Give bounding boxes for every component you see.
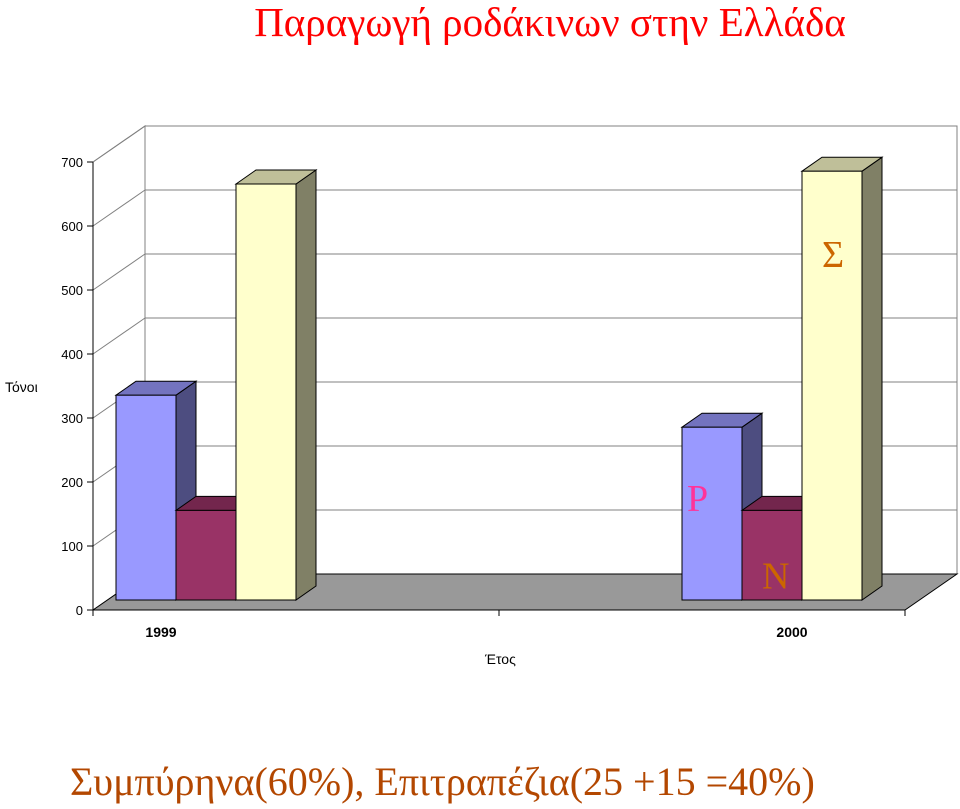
category-labels: 1999 2000: [145, 624, 807, 640]
bar-front: [115, 394, 177, 601]
y-tick-label: 500: [61, 283, 83, 298]
y-tick-label: 100: [61, 539, 83, 554]
y-tick-label: 300: [61, 411, 83, 426]
bottom-caption: Συμπύρηνα(60%), Επιτραπέζια(25 +15 =40%): [70, 759, 815, 804]
bar-side: [295, 169, 317, 601]
bar-side: [861, 156, 883, 601]
chart-title: Παραγωγή ροδάκινων στην Ελλάδα: [254, 0, 846, 45]
gridline-side: [92, 317, 146, 355]
y-tick-label: 700: [61, 155, 83, 170]
x-axis-label: Έτος: [484, 651, 516, 667]
y-tick-label: 400: [61, 347, 83, 362]
bar-front: [235, 183, 297, 601]
y-tick-label: 0: [76, 603, 83, 618]
series-annotations: Ρ Ν Σ: [687, 234, 844, 597]
bar-front: [175, 509, 237, 601]
bars: [114, 156, 884, 601]
series-annotation: Σ: [822, 234, 844, 276]
y-tick-label: 600: [61, 219, 83, 234]
bar-front: [741, 509, 803, 601]
gridline-side: [92, 253, 146, 291]
bar-front: [801, 170, 863, 601]
x-tick-label: 2000: [776, 624, 807, 640]
y-axis-label: Τόνοι: [5, 379, 38, 395]
gridline-side: [92, 189, 146, 227]
bar-front: [681, 426, 743, 601]
series-annotation: Ν: [762, 555, 789, 597]
x-tick-label: 1999: [145, 624, 176, 640]
y-tick-label: 200: [61, 475, 83, 490]
bar-1999-2: [234, 169, 318, 601]
y-tick-labels: 0 100 200 300 400 500 600 700: [61, 155, 94, 618]
gridline-side: [92, 125, 146, 163]
bar-2000-2: [800, 156, 884, 601]
series-annotation: Ρ: [687, 478, 708, 520]
